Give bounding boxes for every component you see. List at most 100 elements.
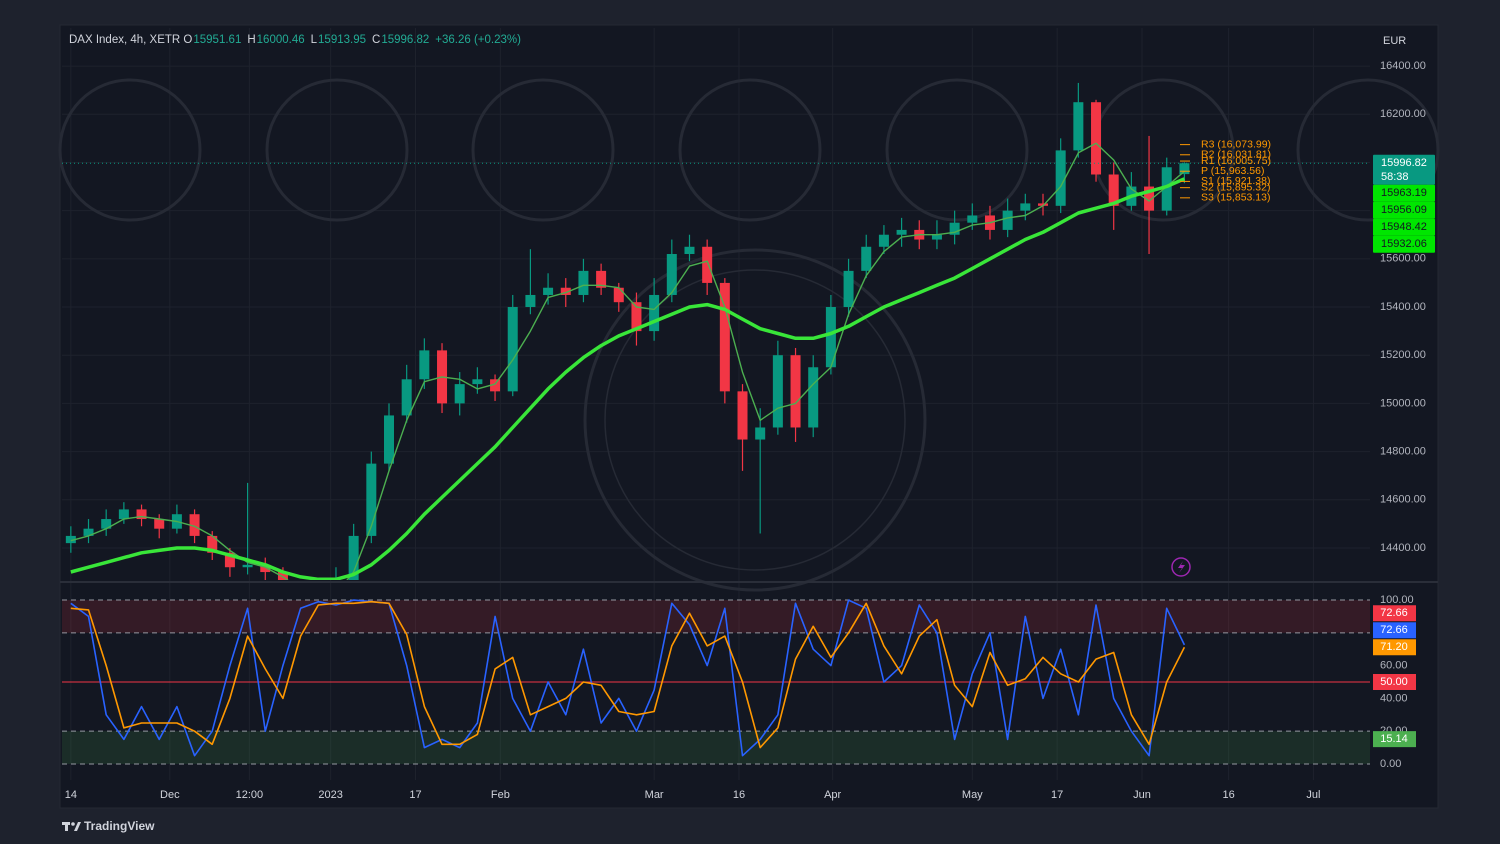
candle-body xyxy=(596,270,607,288)
oscillator-pane xyxy=(62,599,1370,765)
brand-logo xyxy=(62,822,81,831)
overbought-band xyxy=(62,600,1370,633)
value-tag xyxy=(1373,622,1416,639)
x-tick-label: Apr xyxy=(824,789,841,801)
x-tick-label: 16 xyxy=(1222,789,1234,801)
candle-body xyxy=(525,294,536,308)
candle-body xyxy=(649,294,660,332)
x-tick-label: Feb xyxy=(491,789,510,801)
pivot-label: P (15,963.56) xyxy=(1201,165,1264,177)
alert-icon[interactable] xyxy=(1171,557,1191,577)
x-tick-label: 17 xyxy=(1051,789,1063,801)
candle-body xyxy=(490,379,501,392)
value-tag xyxy=(1373,731,1416,748)
ohlc-value: 15951.61 xyxy=(193,34,242,46)
ohlc-value: 16000.46 xyxy=(256,34,305,46)
oversold-band xyxy=(62,731,1370,764)
y-tick-label: 15000.00 xyxy=(1380,397,1426,409)
candle-body xyxy=(861,246,872,271)
x-tick-label: Dec xyxy=(160,789,180,801)
candle-body xyxy=(878,234,889,247)
price-tag-label: 15996.82 xyxy=(1381,157,1427,169)
candle-body xyxy=(1091,102,1102,175)
x-tick-label: 14 xyxy=(65,789,77,801)
ohlc-value: 15996.82 xyxy=(381,34,430,46)
value-tag-label: 50.00 xyxy=(1380,676,1408,688)
candle-body xyxy=(136,509,147,520)
pivot-label: R3 (16,073.99) xyxy=(1201,138,1271,150)
y-tick-label: 15400.00 xyxy=(1380,301,1426,313)
value-tag xyxy=(1373,605,1416,622)
candle-body xyxy=(277,572,288,580)
y-tick-label: 40.00 xyxy=(1380,692,1408,704)
grid xyxy=(62,28,1370,780)
candle-body xyxy=(101,519,112,529)
candle-body xyxy=(967,215,978,223)
oscillator-line xyxy=(70,599,1186,757)
candle-body xyxy=(755,427,766,440)
y-tick-label: 15200.00 xyxy=(1380,349,1426,361)
candle-body xyxy=(825,307,836,368)
candle-body xyxy=(631,302,642,332)
y-tick-label: 14600.00 xyxy=(1380,494,1426,506)
candle-body xyxy=(154,519,165,529)
x-tick-label: Jun xyxy=(1133,789,1151,801)
pivot-label: R1 (16,005.75) xyxy=(1201,155,1271,167)
brand: TradingView xyxy=(84,819,155,833)
symbol: DAX Index, 4h, XETR xyxy=(69,34,181,46)
candle-body xyxy=(1055,150,1066,206)
candle-body xyxy=(242,564,253,568)
pivot-label: S3 (15,853.13) xyxy=(1201,192,1270,204)
price-tag xyxy=(1373,184,1435,202)
candle-body xyxy=(896,229,907,235)
candle-body xyxy=(207,535,218,553)
candle-body xyxy=(1020,203,1031,211)
change: +36.26 (+0.23%) xyxy=(435,34,521,46)
candle-body xyxy=(348,535,359,580)
candle-body xyxy=(260,564,271,573)
price-tag xyxy=(1373,201,1435,219)
value-tag xyxy=(1373,639,1416,656)
price-tag xyxy=(1373,154,1435,185)
candle-body xyxy=(401,379,412,416)
y-tick-label: 14800.00 xyxy=(1380,445,1426,457)
x-tick-label: Mar xyxy=(645,789,664,801)
candle-body xyxy=(83,528,94,536)
candle-body xyxy=(931,234,942,240)
price-tag-label: 15932.06 xyxy=(1381,238,1427,250)
y-tick-label: 15600.00 xyxy=(1380,253,1426,265)
price-tag-label: 15948.42 xyxy=(1381,221,1427,233)
y-tick-label: 14400.00 xyxy=(1380,542,1426,554)
x-tick-label: 2023 xyxy=(318,789,342,801)
candle-body xyxy=(419,350,430,380)
candle-body xyxy=(737,391,748,440)
x-tick-label: 12:00 xyxy=(236,789,264,801)
candle-body xyxy=(578,270,589,295)
pivot-label: S2 (15,895.32) xyxy=(1201,181,1270,193)
x-tick-label: 16 xyxy=(733,789,745,801)
moving-average xyxy=(70,142,1185,580)
y-tick-label: 100.00 xyxy=(1380,594,1414,606)
candle-body xyxy=(613,287,624,303)
price-pane xyxy=(62,82,1370,580)
candle-body xyxy=(808,367,819,428)
candle-body xyxy=(702,246,713,283)
candle-body xyxy=(772,355,783,428)
candle-body xyxy=(454,384,465,404)
x-tick-label: Jul xyxy=(1306,789,1320,801)
axes: 14 Dec 12:00 2023 17 Feb Mar 16 Apr May 17 Jun 16 Jul… xyxy=(65,60,1435,801)
ohlc-key: L xyxy=(310,34,318,46)
y-tick-label: 0.00 xyxy=(1380,758,1401,770)
ohlc-key: C xyxy=(372,34,381,46)
candle-body xyxy=(1038,203,1048,206)
legend-header: DAX Index, 4h, XETR O15951.61 H16000.46 L1… xyxy=(69,34,527,46)
candle-body xyxy=(118,509,129,520)
candle-body xyxy=(843,270,854,308)
candle-body xyxy=(790,355,801,428)
x-tick-label: 17 xyxy=(409,789,421,801)
price-tag-label: 15956.09 xyxy=(1381,204,1427,216)
currency: EUR xyxy=(1383,35,1406,47)
ohlc-key: O xyxy=(183,34,193,46)
